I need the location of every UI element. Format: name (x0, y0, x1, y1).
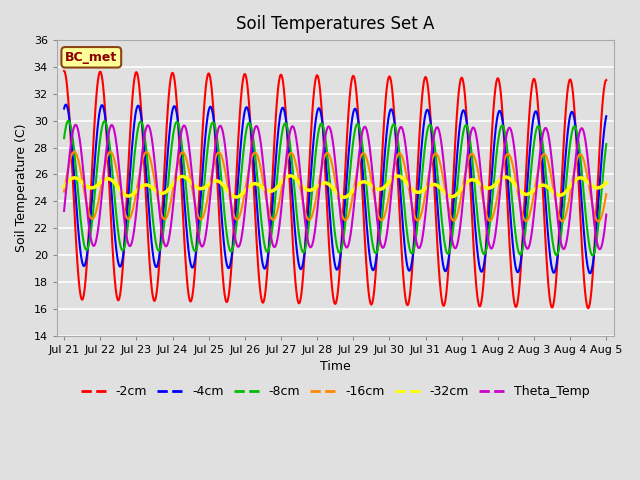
Title: Soil Temperatures Set A: Soil Temperatures Set A (236, 15, 435, 33)
-4cm (435, 211, 442, 217)
-16cm (435, 154, 442, 159)
-8cm (65, 118, 72, 124)
Line: -2cm: -2cm (64, 71, 606, 308)
-32cm (340, 194, 348, 200)
-8cm (306, 216, 314, 221)
Legend: -2cm, -4cm, -8cm, -16cm, -32cm, Theta_Temp: -2cm, -4cm, -8cm, -16cm, -32cm, Theta_Te… (76, 380, 595, 403)
-16cm (71, 149, 79, 155)
-2cm (157, 231, 165, 237)
-4cm (568, 109, 575, 115)
-16cm (338, 211, 346, 217)
-8cm (602, 141, 610, 147)
Theta_Temp (72, 122, 79, 128)
Theta_Temp (568, 196, 575, 202)
-2cm (60, 68, 68, 74)
Theta_Temp (596, 246, 604, 252)
Theta_Temp (338, 224, 346, 229)
-32cm (306, 187, 314, 193)
-16cm (70, 149, 78, 155)
-4cm (338, 240, 346, 246)
-32cm (286, 173, 294, 179)
-32cm (602, 180, 610, 186)
-4cm (586, 270, 594, 276)
-2cm (337, 240, 345, 245)
-2cm (602, 77, 610, 83)
-32cm (60, 184, 68, 190)
Line: -4cm: -4cm (64, 105, 606, 273)
Line: -16cm: -16cm (64, 152, 606, 221)
Line: -8cm: -8cm (64, 121, 606, 255)
X-axis label: Time: Time (320, 360, 351, 373)
-4cm (62, 102, 70, 108)
-16cm (568, 182, 575, 188)
-2cm (70, 205, 78, 211)
Theta_Temp (70, 124, 78, 130)
-32cm (435, 183, 442, 189)
-16cm (602, 192, 610, 197)
-2cm (305, 163, 313, 169)
-16cm (306, 217, 314, 223)
-32cm (70, 175, 78, 180)
Line: Theta_Temp: Theta_Temp (64, 125, 606, 249)
-32cm (157, 191, 165, 196)
-32cm (338, 194, 346, 200)
-2cm (568, 79, 575, 85)
Text: BC_met: BC_met (65, 51, 117, 64)
-8cm (60, 135, 68, 141)
-2cm (584, 305, 592, 311)
-8cm (338, 245, 346, 251)
-16cm (595, 218, 602, 224)
-4cm (306, 190, 314, 196)
-4cm (157, 234, 165, 240)
-8cm (589, 252, 596, 258)
-32cm (568, 181, 576, 187)
-16cm (60, 189, 68, 194)
-16cm (157, 211, 165, 217)
-4cm (71, 178, 79, 183)
Y-axis label: Soil Temperature (C): Soil Temperature (C) (15, 124, 28, 252)
Line: -32cm: -32cm (64, 176, 606, 197)
Theta_Temp (602, 212, 610, 217)
-2cm (434, 248, 442, 254)
-8cm (435, 177, 442, 183)
Theta_Temp (157, 225, 165, 231)
Theta_Temp (60, 208, 68, 214)
-4cm (602, 113, 610, 119)
-4cm (60, 106, 68, 111)
-8cm (71, 152, 79, 157)
Theta_Temp (435, 125, 442, 131)
-8cm (568, 131, 575, 136)
-8cm (157, 241, 165, 247)
Theta_Temp (306, 243, 314, 249)
